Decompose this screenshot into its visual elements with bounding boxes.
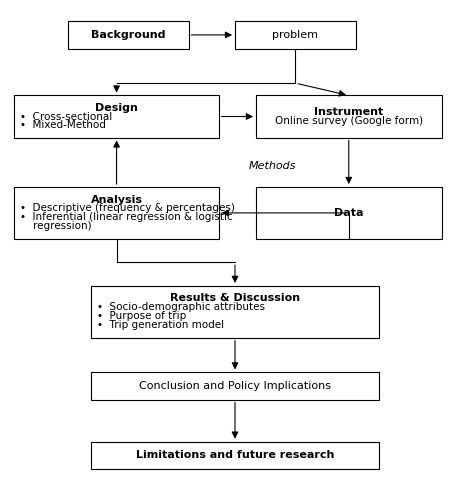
Bar: [91, 372, 379, 400]
Text: •  Socio-demographic attributes: • Socio-demographic attributes: [97, 302, 265, 312]
Bar: [256, 187, 442, 239]
Text: Methods: Methods: [249, 161, 297, 171]
Text: •  Trip generation model: • Trip generation model: [97, 320, 224, 330]
Text: •  Cross-sectional: • Cross-sectional: [20, 112, 112, 122]
Bar: [235, 22, 356, 48]
Bar: [91, 286, 379, 338]
Bar: [91, 442, 379, 469]
Text: Limitations and future research: Limitations and future research: [136, 450, 334, 460]
Bar: [15, 96, 219, 138]
Text: •  Descriptive (frequency & percentages): • Descriptive (frequency & percentages): [20, 204, 235, 214]
Text: Design: Design: [95, 102, 138, 113]
Text: •  Mixed-Method: • Mixed-Method: [20, 120, 106, 130]
Text: Data: Data: [334, 208, 363, 218]
Text: problem: problem: [273, 30, 318, 40]
Bar: [256, 96, 442, 138]
Text: •  Inferential (linear regression & logistic: • Inferential (linear regression & logis…: [20, 212, 233, 222]
Bar: [68, 22, 188, 48]
Text: Background: Background: [91, 30, 165, 40]
Text: Online survey (Google form): Online survey (Google form): [275, 116, 423, 126]
Text: •  Purpose of trip: • Purpose of trip: [97, 312, 186, 322]
Bar: [15, 187, 219, 239]
Text: Conclusion and Policy Implications: Conclusion and Policy Implications: [139, 381, 331, 391]
Text: Results & Discussion: Results & Discussion: [170, 294, 300, 304]
Text: Analysis: Analysis: [91, 194, 142, 204]
Text: regression): regression): [20, 222, 92, 232]
Text: Instrument: Instrument: [314, 107, 384, 117]
